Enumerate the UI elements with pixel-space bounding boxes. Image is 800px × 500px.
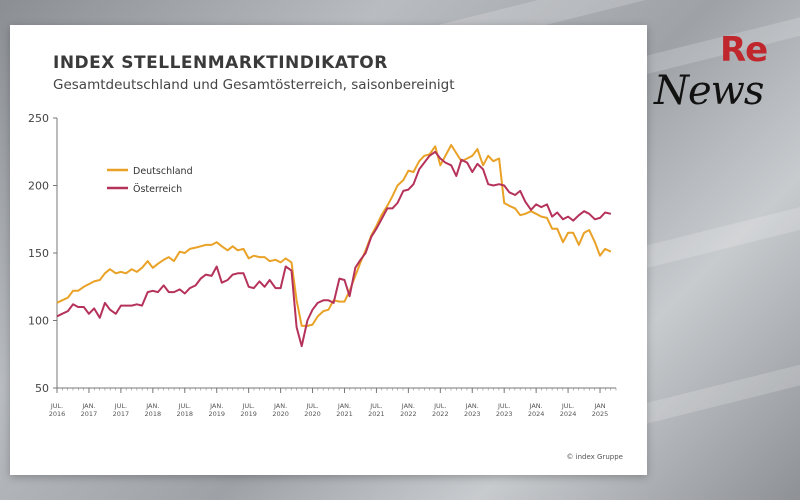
x-tick-label: 2017 [81,410,98,418]
series-line-oesterreich [56,150,612,348]
chart-subtitle: Gesamtdeutschland und Gesamtösterreich, … [53,77,455,93]
chart-title: INDEX STELLENMARKTINDIKATOR [53,53,388,73]
x-tick-label: 2019 [240,410,257,418]
x-tick-label: 2018 [145,410,162,418]
y-tick-label: 150 [28,247,49,260]
y-tick-label: 200 [28,180,49,193]
legend-label-oesterreich: Österreich [133,184,182,195]
x-tick-label: 2017 [113,410,130,418]
x-tick-label: JAN. [465,402,479,410]
y-tick-label: 50 [35,382,49,395]
x-tick-label: JUL. [433,402,446,410]
x-tick-label: JAN. [337,402,351,410]
x-tick-label: 2016 [49,410,66,418]
x-tick-label: JAN. [145,402,159,410]
x-tick-label: 2022 [400,410,417,418]
x-tick-label: JUL. [497,402,510,410]
x-tick-label: 2025 [592,410,609,418]
x-tick-label: 2023 [464,410,481,418]
x-tick-label: 2018 [176,410,193,418]
x-tick-label: JAN. [209,402,223,410]
logo-re-text: Re [720,30,768,70]
x-tick-label: JAN. [81,402,95,410]
x-tick-label: 2023 [496,410,513,418]
x-tick-label: JUL. [114,402,127,410]
legend-label-deutschland: Deutschland [133,166,193,177]
x-tick-label: 2021 [368,410,385,418]
line-chart: 50100150200250JUL.2016JAN.2017JUL.2017JA… [28,112,617,418]
x-tick-label: JAN. [273,402,287,410]
x-tick-label: 2020 [272,410,289,418]
x-tick-label: JUL. [241,402,254,410]
x-tick-label: 2022 [432,410,449,418]
x-tick-label: 2019 [208,410,225,418]
y-tick-label: 250 [28,112,49,125]
x-tick-label: JUL. [50,402,63,410]
x-tick-label: JAN. [529,402,543,410]
x-tick-label: JUL. [561,402,574,410]
y-tick-label: 100 [28,315,49,328]
x-tick-label: JAN. [401,402,415,410]
x-tick-label: JUL. [178,402,191,410]
x-tick-label: JUL. [369,402,382,410]
chart-card: INDEX STELLENMARKTINDIKATOR Gesamtdeutsc… [10,25,647,475]
x-tick-label: JUL. [305,402,318,410]
x-tick-label: 2020 [304,410,321,418]
x-tick-label: JAN [593,402,605,410]
x-tick-label: 2024 [560,410,577,418]
x-tick-label: 2024 [528,410,545,418]
logo-news-text: News [654,68,764,114]
renews-logo: Re News [650,30,790,130]
x-tick-label: 2021 [336,410,353,418]
chart-credit: © index Gruppe [566,453,623,461]
